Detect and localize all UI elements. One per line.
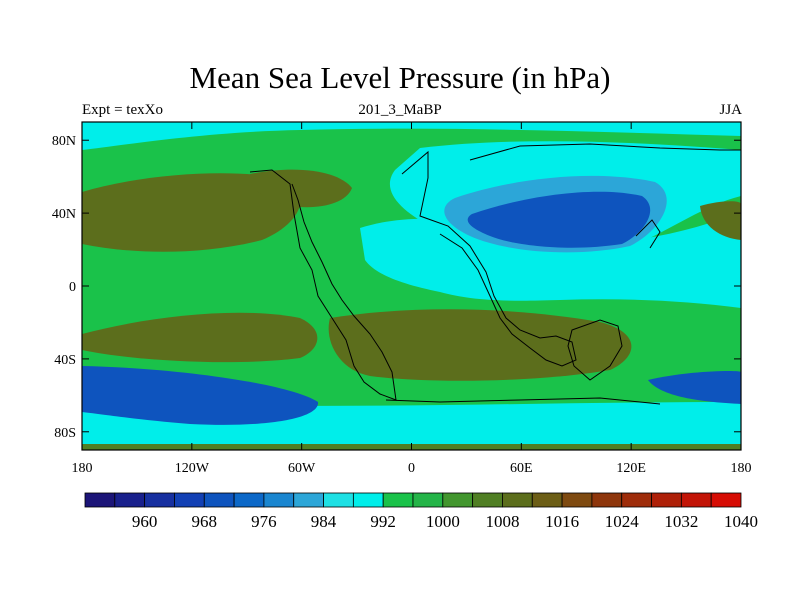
axes: 80N 40N 0 40S 80S 180 120W 60W 0 60E 120E 180 xyxy=(52,122,752,476)
coastline-africa-europe xyxy=(401,150,577,367)
lon-tick-label: 0 xyxy=(408,461,415,476)
lat-tick-label: 40N xyxy=(52,207,76,222)
colorbar-label: 1000 xyxy=(426,512,460,531)
coastline-antarctica xyxy=(385,397,661,405)
coastline-americas xyxy=(249,169,397,401)
run-label: 201_3_MaBP xyxy=(358,102,442,118)
colorbar-box xyxy=(352,492,384,508)
colorbar-box xyxy=(174,492,205,508)
colorbar-label: 1040 xyxy=(724,512,758,531)
lat-tick-label: 80S xyxy=(54,426,76,441)
north-atlantic-high xyxy=(250,169,352,208)
colorbar-box xyxy=(621,492,652,508)
colorbar-box xyxy=(531,492,563,508)
colorbar-label: 968 xyxy=(192,512,218,531)
south-pacific-high xyxy=(82,312,318,363)
colorbar: 960 968 976 984 992 1000 1008 1016 1024 1032 1040 xyxy=(84,492,758,531)
lat-tick-label: 80N xyxy=(52,134,76,149)
pacific-cyan xyxy=(360,212,741,308)
experiment-label: Expt = texXo xyxy=(82,102,163,118)
colorbar-label: 976 xyxy=(251,512,277,531)
north-pacific-high xyxy=(82,173,301,252)
colorbar-label: 1024 xyxy=(605,512,640,531)
lon-tick-label: 180 xyxy=(731,461,752,476)
plot-title: Mean Sea Level Pressure (in hPa) xyxy=(189,60,611,95)
colorbar-box xyxy=(710,492,742,508)
colorbar-label: 1008 xyxy=(485,512,519,531)
lat-tick-label: 40S xyxy=(54,353,76,368)
colorbar-label: 1032 xyxy=(664,512,698,531)
colorbar-box xyxy=(382,492,414,508)
asian-low xyxy=(467,191,651,248)
coastline-asia xyxy=(469,143,741,249)
colorbar-box xyxy=(680,492,712,508)
colorbar-box xyxy=(591,492,623,508)
southern-ocean-low-east xyxy=(648,370,741,404)
southern-ocean-low-west xyxy=(82,366,319,425)
colorbar-box xyxy=(561,492,593,508)
colorbar-box xyxy=(442,492,474,508)
lon-tick-label: 180 xyxy=(72,461,93,476)
colorbar-box xyxy=(203,492,235,508)
lon-tick-label: 60E xyxy=(510,461,533,476)
colorbar-box xyxy=(144,492,175,508)
colorbar-label: 960 xyxy=(132,512,158,531)
colorbar-box xyxy=(323,492,354,508)
colorbar-label: 984 xyxy=(311,512,337,531)
lon-tick-label: 120E xyxy=(616,461,646,476)
lon-tick-label: 120W xyxy=(175,461,210,476)
lat-tick-label: 0 xyxy=(69,280,76,295)
colorbar-box xyxy=(293,492,324,508)
filled-contours xyxy=(82,122,741,450)
south-atlantic-indian-high xyxy=(328,309,632,381)
arctic-cyan xyxy=(82,122,741,150)
colorbar-box xyxy=(233,492,265,508)
colorbar-box xyxy=(114,492,146,508)
lon-tick-label: 60W xyxy=(288,461,316,476)
southeast-pacific-high xyxy=(700,201,741,240)
coastline-australia xyxy=(567,319,623,381)
coastlines xyxy=(249,143,741,405)
colorbar-box xyxy=(651,492,682,508)
colorbar-label: 1016 xyxy=(545,512,579,531)
colorbar-box xyxy=(472,492,503,508)
colorbar-box xyxy=(84,492,116,508)
colorbar-box xyxy=(412,492,444,508)
colorbar-label: 992 xyxy=(370,512,396,531)
colorbar-box xyxy=(263,492,295,508)
colorbar-box xyxy=(502,492,533,508)
season-label: JJA xyxy=(719,102,742,118)
